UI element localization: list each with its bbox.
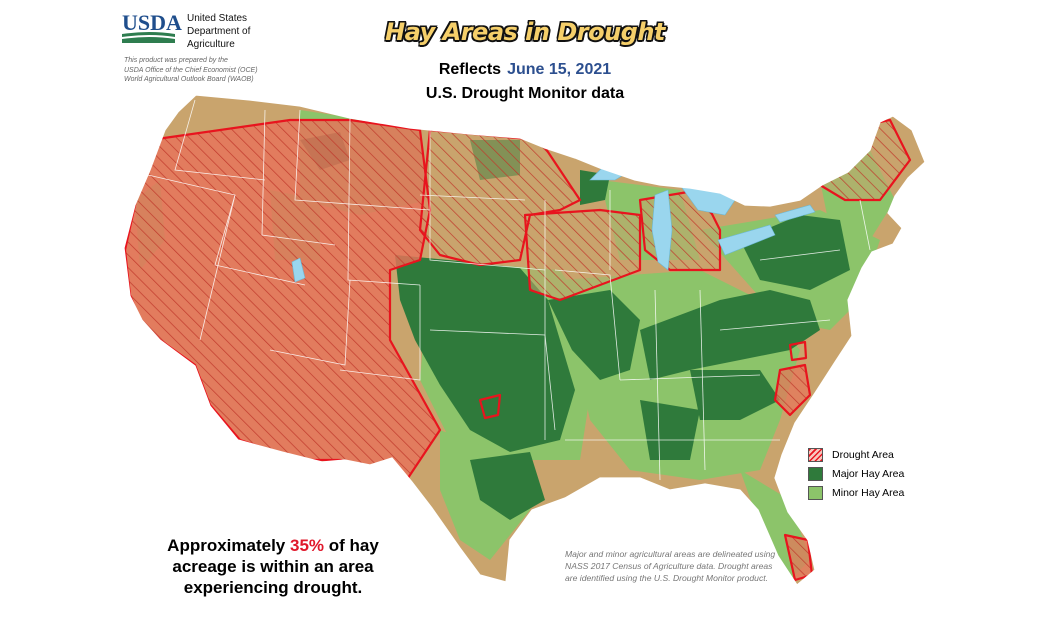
legend-label: Minor Hay Area (832, 486, 905, 499)
legend-label: Major Hay Area (832, 467, 905, 480)
agency-line-1: United States (187, 13, 248, 24)
drought-statistic: Approximately 35% of hay acreage is with… (160, 535, 386, 598)
minor-hay-swatch (808, 485, 823, 500)
subtitle-date-line: Reflects June 15, 2021 (0, 61, 1050, 79)
major-hay-swatch (808, 466, 823, 481)
usda-header: United States Department of Agriculture (122, 8, 282, 58)
data-date: June 15, 2021 (507, 61, 612, 78)
legend-item-minor-hay: Minor Hay Area (808, 483, 904, 502)
svg-text:USDA: USDA (122, 10, 182, 35)
usda-logo: USDA (122, 10, 182, 43)
agency-line-2: Department of (187, 26, 251, 37)
legend-label: Drought Area (832, 448, 894, 461)
stat-before: Approximately (167, 536, 290, 555)
state-boundaries (147, 99, 871, 481)
agency-line-3: Agriculture (187, 39, 235, 50)
stat-after: of hay acreage is within an area experie… (172, 536, 379, 597)
subtitle-source: U.S. Drought Monitor data (425, 85, 625, 102)
map-title: Hay Areas in Drought (385, 18, 665, 46)
prepared-line-1: This product was prepared by the (124, 57, 228, 64)
hay-layers (124, 99, 912, 582)
methodology-footnote: Major and minor agricultural areas are d… (565, 549, 776, 584)
prepared-line-3: World Agricultural Outlook Board (WAOB) (124, 76, 254, 83)
legend: Drought Area Major Hay Area Minor Hay Ar… (808, 445, 904, 502)
reflects-label: Reflects (438, 61, 502, 78)
stat-percent: 35% (289, 536, 325, 555)
legend-item-drought: Drought Area (808, 445, 904, 464)
legend-item-major-hay: Major Hay Area (808, 464, 904, 483)
drought-swatch (808, 447, 823, 462)
prepared-line-2: USDA Office of the Chief Economist (OCE) (124, 66, 258, 74)
agency-name: United States Department of Agriculture (187, 12, 250, 51)
prepared-by-note: This product was prepared by the USDA Of… (124, 56, 324, 85)
